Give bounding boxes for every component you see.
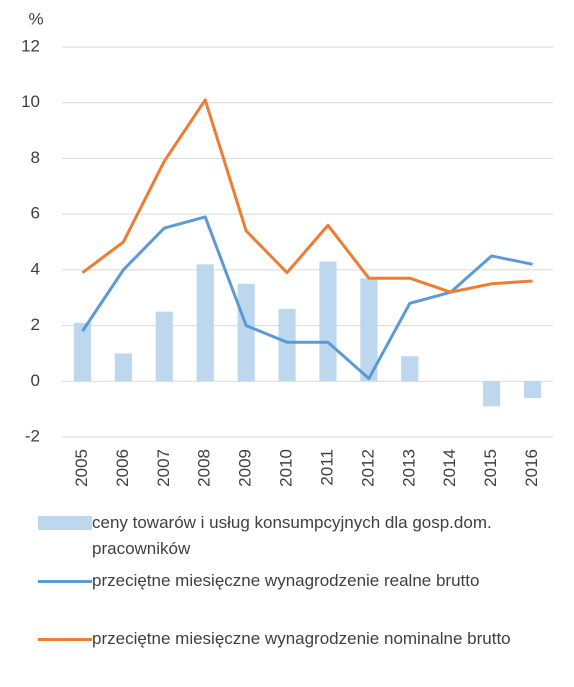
x-tick-label: 2011	[317, 449, 336, 486]
x-tick-label: 2007	[154, 449, 173, 487]
x-tick-label: 2005	[72, 449, 91, 487]
y-tick-label: 12	[21, 36, 40, 55]
plot: % -2 0 2 4 6 8 10 12 2005 2006 2007 2008 2009 2010 201…	[21, 9, 553, 487]
bar	[155, 311, 173, 382]
legend-label: przeciętne miesięczne wynagrodzenie nomi…	[92, 629, 511, 648]
bar	[523, 381, 542, 398]
legend-swatch	[38, 638, 92, 641]
bar	[278, 308, 296, 382]
legend-swatch	[38, 516, 92, 530]
y-unit: %	[28, 9, 43, 28]
bar	[73, 322, 92, 382]
legend-label: ceny towarów i usług konsumpcyjnych dla …	[92, 513, 492, 558]
y-tick-label: 2	[31, 315, 40, 334]
bar	[114, 353, 132, 382]
y-tick-label: 6	[31, 204, 40, 223]
x-tick-label: 2010	[277, 449, 296, 487]
x-tick-label: 2013	[399, 449, 418, 487]
legend-swatch	[38, 580, 92, 583]
x-tick-label: 2009	[236, 449, 255, 487]
y-tick-label: 8	[31, 148, 40, 167]
y-tick-label: 0	[31, 371, 40, 390]
y-tick-label: 4	[31, 259, 40, 278]
bar	[360, 278, 378, 382]
x-tick-label: 2015	[481, 449, 500, 487]
x-tick-label: 2016	[522, 449, 541, 487]
line	[81, 98, 533, 294]
bar	[237, 283, 255, 382]
y-tick-label: 10	[21, 92, 40, 111]
bar	[319, 261, 337, 382]
bar	[483, 381, 501, 407]
legend-label: przeciętne miesięczne wynagrodzenie real…	[92, 571, 480, 590]
bar	[401, 356, 419, 382]
bar	[196, 264, 214, 382]
x-tick-label: 2012	[358, 449, 377, 487]
x-tick-label: 2014	[440, 449, 459, 487]
line	[81, 215, 533, 380]
y-tick-label: -2	[25, 426, 40, 445]
x-tick-label: 2008	[195, 449, 214, 487]
x-tick-label: 2006	[113, 449, 132, 487]
